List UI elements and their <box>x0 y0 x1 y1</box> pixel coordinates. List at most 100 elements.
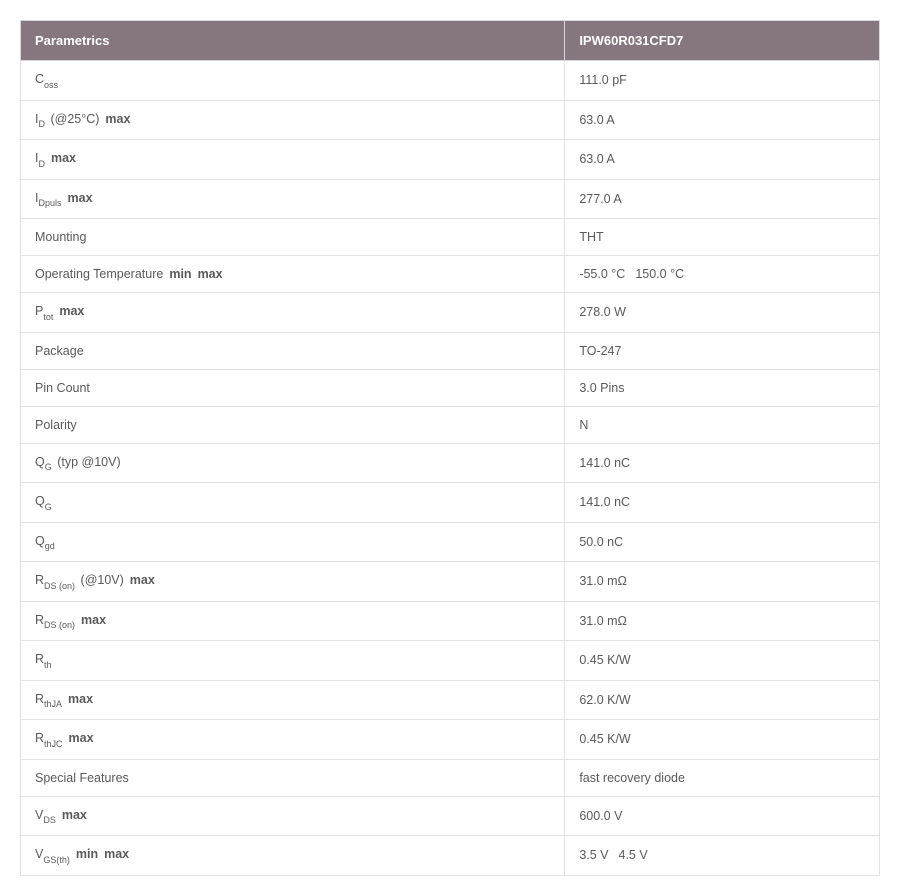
param-subscript: DS (on) <box>44 620 75 630</box>
table-row: IDpulsmax277.0 A <box>21 179 880 219</box>
param-qualifier: min <box>76 847 98 861</box>
param-subscript: DS <box>43 815 56 825</box>
param-qualifier: max <box>51 151 76 165</box>
param-cell: Coss <box>21 61 565 101</box>
param-qualifier: max <box>105 112 130 126</box>
param-value: 278.0 W <box>579 305 626 319</box>
param-value: N <box>579 418 588 432</box>
value-cell: 63.0 A <box>565 140 880 180</box>
param-qualifier: max <box>81 613 106 627</box>
param-cell: Pin Count <box>21 369 565 406</box>
param-label: Package <box>35 344 84 358</box>
value-cell: 0.45 K/W <box>565 641 880 681</box>
param-subscript: thJC <box>44 739 63 749</box>
param-qualifier: max <box>62 808 87 822</box>
param-qualifier: max <box>68 191 93 205</box>
param-subscript: DS (on) <box>44 581 75 591</box>
param-cell: IDmax <box>21 140 565 180</box>
table-row: RthJC max 0.45 K/W <box>21 720 880 760</box>
param-subscript: D <box>38 159 45 169</box>
param-value: THT <box>579 230 603 244</box>
param-qualifier: max <box>69 731 94 745</box>
param-subscript: GS(th) <box>43 855 70 865</box>
param-symbol: Q <box>35 534 45 548</box>
param-subscript: D <box>38 119 45 129</box>
param-value: 111.0 pF <box>579 73 627 87</box>
value-cell: 62.0 K/W <box>565 680 880 720</box>
param-value: 31.0 mΩ <box>579 574 627 588</box>
table-row: QG 141.0 nC <box>21 483 880 523</box>
value-cell: 63.0 A <box>565 100 880 140</box>
table-row: VGS(th)minmax3.5 V4.5 V <box>21 836 880 876</box>
param-value: 3.0 Pins <box>579 381 624 395</box>
table-row: RDS (on) max 31.0 mΩ <box>21 601 880 641</box>
value-cell: TO-247 <box>565 332 880 369</box>
param-cell: VGS(th)minmax <box>21 836 565 876</box>
param-value: -55.0 °C <box>579 267 625 281</box>
param-value: 277.0 A <box>579 192 621 206</box>
param-subscript: gd <box>45 541 55 551</box>
value-cell: 31.0 mΩ <box>565 601 880 641</box>
table-row: Operating Temperatureminmax-55.0 °C150.0… <box>21 256 880 293</box>
param-symbol: R <box>35 731 44 745</box>
value-cell: 31.0 mΩ <box>565 562 880 602</box>
param-cell: QG (typ @10V) <box>21 443 565 483</box>
value-cell: 50.0 nC <box>565 522 880 562</box>
param-cell: Polarity <box>21 406 565 443</box>
param-qualifier: max <box>104 847 129 861</box>
param-symbol: R <box>35 652 44 666</box>
param-cell: Package <box>21 332 565 369</box>
value-cell: 3.5 V 4.5 V <box>565 836 880 876</box>
table-row: Qgd50.0 nC <box>21 522 880 562</box>
param-note: (typ @10V) <box>57 455 120 469</box>
table-row: VDSmax600.0 V <box>21 796 880 836</box>
value-cell: fast recovery diode <box>565 759 880 796</box>
header-parametrics: Parametrics <box>21 21 565 61</box>
table-row: Polarity N <box>21 406 880 443</box>
param-subscript: th <box>44 660 52 670</box>
param-value-secondary: 4.5 V <box>619 848 648 862</box>
param-cell: ID (@25°C)max <box>21 100 565 140</box>
table-row: Ptotmax278.0 W <box>21 293 880 333</box>
param-value: 0.45 K/W <box>579 653 630 667</box>
param-symbol: C <box>35 72 44 86</box>
param-cell: Qgd <box>21 522 565 562</box>
param-cell: RthJA max <box>21 680 565 720</box>
table-row: IDmax63.0 A <box>21 140 880 180</box>
table-row: ID (@25°C)max63.0 A <box>21 100 880 140</box>
param-value: 141.0 nC <box>579 456 630 470</box>
param-subscript: thJA <box>44 699 62 709</box>
param-value: fast recovery diode <box>579 771 685 785</box>
param-label: Mounting <box>35 230 86 244</box>
param-cell: Rth <box>21 641 565 681</box>
param-qualifier: max <box>68 692 93 706</box>
table-row: Package TO-247 <box>21 332 880 369</box>
table-row: Pin Count 3.0 Pins <box>21 369 880 406</box>
param-note: (@10V) <box>81 573 124 587</box>
value-cell: 600.0 V <box>565 796 880 836</box>
param-subscript: oss <box>44 80 58 90</box>
value-cell: -55.0 °C150.0 °C <box>565 256 880 293</box>
param-qualifier: max <box>130 573 155 587</box>
param-subscript: tot <box>43 312 53 322</box>
table-row: RthJA max 62.0 K/W <box>21 680 880 720</box>
param-cell: RDS (on) max <box>21 601 565 641</box>
table-header-row: Parametrics IPW60R031CFD7 <box>21 21 880 61</box>
parametrics-table: Parametrics IPW60R031CFD7 Coss 111.0 pF ID… <box>20 20 880 876</box>
param-subscript: Dpuls <box>38 198 61 208</box>
param-symbol: R <box>35 613 44 627</box>
table-row: Special Featuresfast recovery diode <box>21 759 880 796</box>
param-cell: RDS (on) (@10V) max <box>21 562 565 602</box>
param-value: 3.5 V <box>579 848 608 862</box>
value-cell: 3.0 Pins <box>565 369 880 406</box>
value-cell: 0.45 K/W <box>565 720 880 760</box>
param-cell: QG <box>21 483 565 523</box>
param-symbol: R <box>35 573 44 587</box>
table-row: Coss 111.0 pF <box>21 61 880 101</box>
param-value: 141.0 nC <box>579 495 630 509</box>
param-symbol: R <box>35 692 44 706</box>
table-row: RDS (on) (@10V) max 31.0 mΩ <box>21 562 880 602</box>
param-symbol: Q <box>35 455 45 469</box>
value-cell: 141.0 nC <box>565 443 880 483</box>
param-subscript: G <box>45 462 52 472</box>
